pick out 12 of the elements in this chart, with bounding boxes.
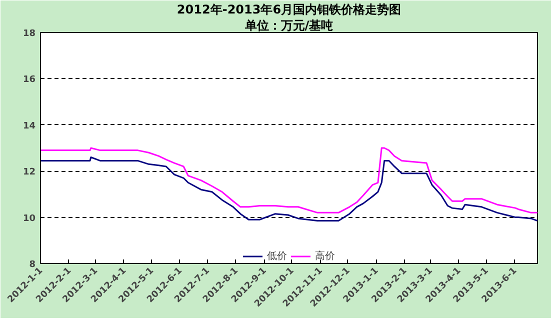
- y-tick-label: 14: [22, 121, 36, 132]
- legend-label: 高价: [315, 250, 335, 263]
- chart-title: 2012年-2013年6月国内钼铁价格走势图: [176, 2, 402, 16]
- y-tick-label: 16: [22, 75, 36, 86]
- y-tick-label: 18: [22, 29, 36, 39]
- chart-subtitle: 单位：万元/基吨: [244, 18, 334, 32]
- line-series: [40, 156, 538, 222]
- y-tick-label: 8: [29, 260, 36, 270]
- y-tick-label: 10: [22, 214, 36, 224]
- line-series: [40, 147, 538, 214]
- y-tick-label: 12: [22, 168, 36, 178]
- legend-label: 低价: [267, 250, 287, 263]
